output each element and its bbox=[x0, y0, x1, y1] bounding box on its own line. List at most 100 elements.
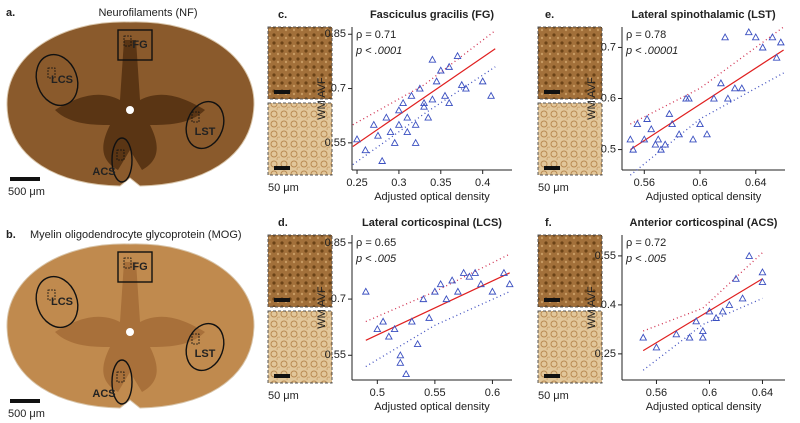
data-point bbox=[633, 119, 642, 128]
y-tick-label: 0.5 bbox=[601, 143, 616, 155]
fit-line bbox=[630, 49, 784, 151]
region-outline bbox=[35, 275, 79, 329]
micrograph-scale-label: 50 μm bbox=[538, 390, 569, 402]
data-point bbox=[373, 324, 382, 333]
data-point bbox=[432, 77, 441, 85]
fit-line bbox=[642, 278, 763, 352]
chart-title: Anterior corticospinal (ACS) bbox=[630, 217, 778, 229]
y-tick-label: 0.55 bbox=[595, 250, 616, 262]
data-point bbox=[712, 313, 721, 321]
data-point bbox=[703, 130, 711, 138]
data-point bbox=[374, 131, 382, 139]
annotation: ρ = 0.72 bbox=[626, 237, 666, 249]
annotation: p < .00001 bbox=[625, 45, 678, 57]
annotation: ρ = 0.71 bbox=[356, 29, 396, 41]
data-point bbox=[721, 33, 730, 41]
scale-label: 500 μm bbox=[8, 408, 45, 420]
confidence-band bbox=[630, 26, 784, 125]
data-point bbox=[684, 94, 693, 102]
data-point bbox=[394, 106, 403, 114]
micrograph-scale-bar bbox=[274, 374, 290, 378]
x-tick-label: 0.6 bbox=[485, 387, 500, 399]
panel-label: e. bbox=[545, 9, 554, 21]
region-label: LST bbox=[195, 348, 216, 360]
data-point bbox=[353, 135, 361, 143]
data-point bbox=[424, 113, 433, 121]
micrograph bbox=[537, 102, 603, 176]
y-tick-label: 0.55 bbox=[325, 349, 346, 361]
data-point bbox=[402, 369, 411, 378]
scale-label: 500 μm bbox=[8, 186, 45, 198]
region-roi bbox=[116, 149, 125, 161]
fit-line bbox=[352, 48, 496, 147]
data-point bbox=[661, 140, 670, 148]
x-tick-label: 0.3 bbox=[391, 177, 406, 189]
data-point bbox=[471, 268, 480, 276]
data-point bbox=[407, 317, 416, 325]
data-point bbox=[745, 251, 754, 259]
region-roi bbox=[191, 333, 200, 345]
micrograph-scale-bar bbox=[544, 166, 560, 170]
y-tick-label: 0.7 bbox=[331, 82, 346, 94]
micrograph-scale-bar bbox=[544, 298, 560, 302]
data-point bbox=[390, 324, 399, 333]
y-tick-label: 0.85 bbox=[325, 237, 346, 249]
x-tick-label: 0.35 bbox=[430, 177, 451, 189]
data-point bbox=[411, 138, 420, 146]
region-roi bbox=[47, 67, 56, 79]
panel-label: a. bbox=[6, 7, 15, 19]
scale-bar bbox=[10, 399, 40, 403]
x-axis-label: Adjusted optical density bbox=[646, 401, 762, 413]
panel-label: c. bbox=[278, 9, 287, 21]
x-axis-label: Adjusted optical density bbox=[374, 401, 490, 413]
x-tick-label: 0.4 bbox=[475, 177, 490, 189]
section-title: Neurofilaments (NF) bbox=[98, 7, 197, 19]
y-tick-label: 0.25 bbox=[595, 348, 616, 360]
x-tick-label: 0.6 bbox=[692, 177, 707, 189]
annotation: p < .0001 bbox=[355, 45, 402, 57]
data-point bbox=[488, 287, 497, 295]
data-point bbox=[413, 339, 422, 348]
y-axis-label: WM AVF bbox=[316, 286, 328, 329]
data-point bbox=[396, 358, 405, 366]
data-point bbox=[442, 294, 451, 303]
data-point bbox=[705, 307, 714, 315]
data-point bbox=[709, 94, 718, 102]
data-point bbox=[459, 268, 468, 276]
central-canal bbox=[126, 106, 134, 114]
data-point bbox=[768, 33, 777, 41]
micrograph bbox=[537, 234, 603, 308]
panel-label: f. bbox=[545, 217, 552, 229]
micrograph-scale-bar bbox=[274, 90, 290, 94]
data-point bbox=[390, 138, 399, 146]
data-point bbox=[448, 276, 457, 284]
region-label: LCS bbox=[51, 74, 73, 86]
y-axis-label: WM AVF bbox=[586, 77, 598, 120]
micrograph bbox=[267, 310, 333, 384]
data-point bbox=[657, 145, 665, 153]
region-outline bbox=[111, 359, 133, 405]
confidence-band bbox=[352, 66, 496, 166]
data-point bbox=[744, 27, 753, 36]
x-tick-label: 0.25 bbox=[346, 177, 367, 189]
data-point bbox=[665, 109, 674, 117]
data-point bbox=[758, 268, 767, 276]
data-point bbox=[751, 33, 760, 41]
region-roi bbox=[116, 371, 125, 383]
y-tick-label: 0.7 bbox=[601, 41, 616, 53]
data-point bbox=[737, 84, 746, 92]
data-point bbox=[478, 77, 487, 85]
region-label: ACS bbox=[92, 166, 115, 178]
region-label: ACS bbox=[92, 388, 115, 400]
data-point bbox=[758, 43, 767, 51]
y-tick-label: 0.6 bbox=[601, 92, 616, 104]
data-point bbox=[407, 91, 416, 99]
region-label: FG bbox=[132, 39, 147, 51]
data-point bbox=[772, 53, 781, 61]
data-point bbox=[730, 84, 739, 92]
data-point bbox=[428, 95, 437, 103]
data-point bbox=[361, 145, 370, 154]
data-point bbox=[716, 79, 725, 87]
annotation: p < .005 bbox=[625, 253, 667, 265]
data-point bbox=[652, 343, 661, 351]
